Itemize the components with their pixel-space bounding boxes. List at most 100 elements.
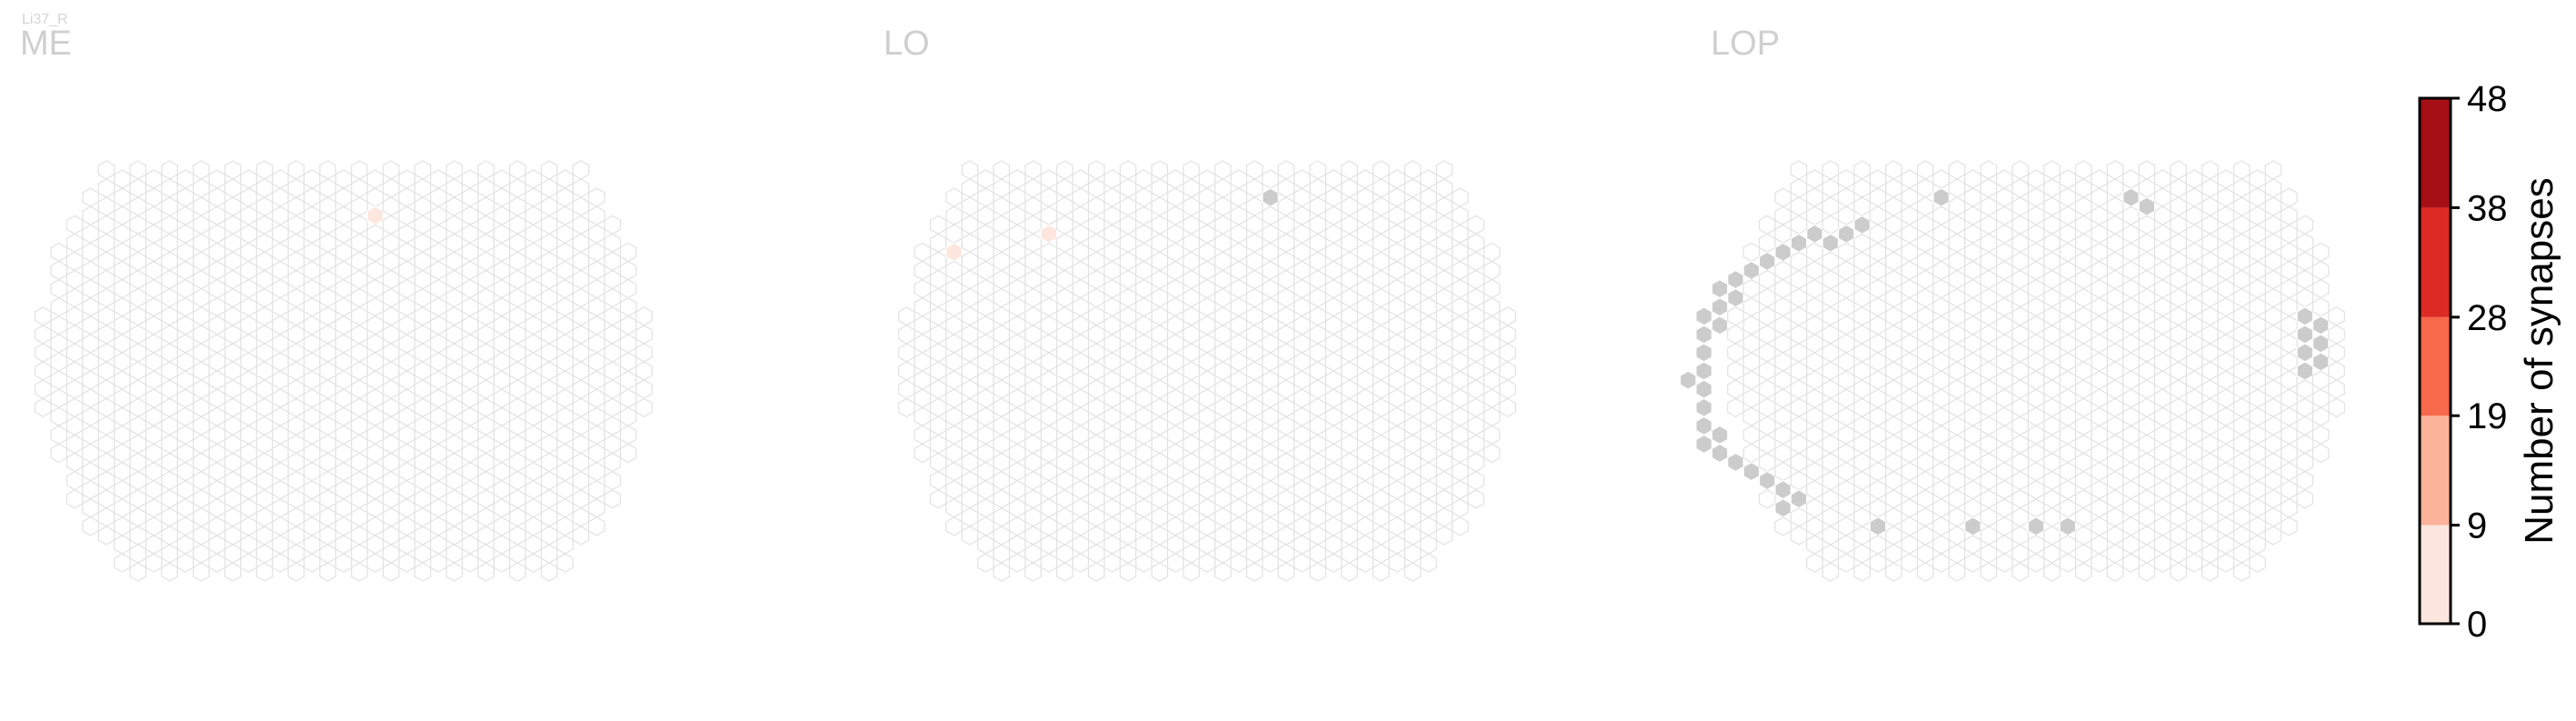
hex-cell-empty [1742, 388, 1761, 408]
hex-cell-empty [1435, 306, 1453, 326]
hex-cell-empty [272, 242, 289, 263]
hex-cell-empty [1183, 434, 1200, 455]
hex-cell-empty [1040, 205, 1058, 225]
hex-cell-empty [524, 278, 543, 299]
hex-cell-empty [1183, 379, 1200, 399]
hex-cell-empty [161, 215, 178, 235]
hex-cell-empty [2043, 434, 2061, 455]
hex-cell-empty [1948, 233, 1966, 253]
hex-cell-empty [1853, 470, 1871, 491]
hex-cell-empty [224, 287, 242, 308]
hex-cell-empty [2296, 397, 2314, 417]
hex-cell-gray [1695, 343, 1712, 363]
hex-cell-empty [2091, 406, 2108, 426]
hex-cell-empty [1932, 406, 1950, 426]
hex-cell-empty [1151, 489, 1169, 509]
hex-cell-empty [272, 498, 289, 518]
hex-cell-empty [1435, 196, 1453, 216]
hex-cell-empty [1853, 160, 1871, 180]
hex-cell-gray [1758, 251, 1776, 272]
hex-cell-empty [145, 260, 163, 281]
hex-cell-empty [224, 562, 242, 582]
hex-cell-empty [145, 443, 163, 464]
hex-cell-empty [351, 562, 368, 582]
hex-cell-empty [1324, 297, 1343, 317]
hex-cell-empty [2311, 297, 2330, 317]
hex-cell-empty [82, 205, 99, 225]
hex-cell-empty [2074, 489, 2092, 509]
hex-cell-empty [556, 498, 574, 518]
hex-cell-empty [477, 325, 494, 345]
hex-cell-empty [1230, 553, 1248, 573]
hex-cell-empty [414, 196, 432, 216]
hex-cell-empty [445, 544, 464, 564]
hex-cell-empty [2106, 562, 2124, 582]
hex-cell-empty [272, 169, 289, 189]
hex-cell-empty [1373, 562, 1390, 582]
hex-cell-empty [1151, 215, 1169, 235]
hex-cell-empty [2296, 434, 2314, 455]
hex-cell-empty [2027, 461, 2045, 482]
hex-cell-empty [208, 388, 226, 408]
hex-cell-empty [1056, 306, 1073, 326]
hex-cell-empty [961, 416, 979, 436]
hex-cell-empty [2138, 526, 2156, 546]
hex-cell-empty [82, 224, 99, 244]
hex-cell-empty [540, 287, 558, 308]
hex-cell-gray [1695, 325, 1712, 345]
hex-cell-empty [1916, 397, 1934, 417]
hex-cell-empty [65, 306, 84, 326]
hex-cell-empty [1040, 425, 1058, 446]
hex-cell-empty [114, 169, 131, 189]
hex-cell-empty [287, 434, 305, 455]
hex-cell-empty [1151, 287, 1169, 308]
hex-cell-empty [2027, 224, 2045, 244]
hex-cell-empty [65, 416, 84, 436]
hex-cell-empty [461, 187, 479, 207]
hex-cell-empty [1420, 388, 1437, 408]
hex-cell-empty [1056, 544, 1073, 564]
hex-cell-empty [1135, 242, 1153, 263]
hex-cell-empty [1309, 526, 1327, 546]
hex-cell-empty [1103, 370, 1121, 390]
colorbar-tick-label: 48 [2467, 79, 2508, 119]
hex-cell-empty [929, 215, 947, 235]
hex-cell-empty [1103, 498, 1121, 518]
hex-cell-empty [97, 215, 115, 235]
hex-cell-empty [1948, 379, 1966, 399]
hex-cell-empty [334, 498, 353, 518]
panel-lop: LOP [1679, 25, 2345, 582]
hex-cell-empty [1309, 160, 1327, 180]
hex-cell-empty [2091, 443, 2108, 464]
hex-cell-empty [1262, 443, 1279, 464]
hex-cell-empty [1040, 297, 1058, 317]
hex-cell-empty [993, 416, 1011, 436]
hex-cell-empty [255, 507, 274, 527]
hex-cell-empty [588, 516, 605, 536]
hex-cell-empty [619, 406, 637, 426]
hex-cell-empty [1166, 352, 1184, 372]
hex-cell-empty [1245, 306, 1263, 326]
hex-cell-empty [366, 260, 384, 281]
hex-cell-empty [1452, 260, 1469, 281]
hex-cell-empty [2264, 507, 2282, 527]
hex-cell-empty [1758, 325, 1776, 345]
hex-cell-empty [1948, 507, 1966, 527]
hex-cell-empty [303, 535, 321, 555]
hex-cell-empty [334, 205, 353, 225]
hex-cell-empty [2153, 315, 2172, 335]
hex-cell-empty [2185, 498, 2203, 518]
hex-cell-empty [1822, 306, 1840, 326]
hex-cell-empty [556, 224, 574, 244]
hex-cell-empty [1373, 544, 1390, 564]
hex-cell-empty [929, 269, 947, 290]
hex-cell-empty [2232, 452, 2251, 473]
hex-cell-empty [1916, 343, 1934, 363]
hex-cell-empty [2027, 260, 2045, 281]
hex-cell-empty [461, 278, 479, 299]
hex-cell-empty [1072, 187, 1090, 207]
hex-cell-empty [2185, 406, 2203, 426]
hex-cell-empty [1183, 343, 1200, 363]
hex-cell-empty [1483, 388, 1501, 408]
hex-cell-empty [1388, 242, 1406, 263]
